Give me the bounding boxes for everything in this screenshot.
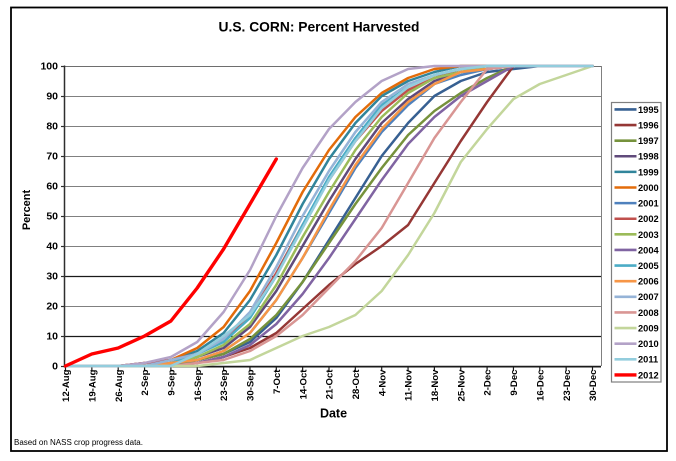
svg-text:1996: 1996 xyxy=(638,120,659,130)
svg-text:30-Dec: 30-Dec xyxy=(588,369,599,401)
svg-text:60: 60 xyxy=(46,181,58,193)
svg-text:U.S. CORN: Percent Harvested: U.S. CORN: Percent Harvested xyxy=(219,20,420,35)
svg-text:28-Oct: 28-Oct xyxy=(351,369,362,400)
svg-text:2006: 2006 xyxy=(638,277,659,287)
svg-text:26-Aug: 26-Aug xyxy=(114,369,125,402)
svg-text:2007: 2007 xyxy=(638,292,659,302)
svg-text:70: 70 xyxy=(46,151,58,163)
svg-text:2003: 2003 xyxy=(638,230,659,240)
svg-text:20: 20 xyxy=(46,301,58,313)
svg-text:2-Sep: 2-Sep xyxy=(140,369,151,395)
svg-text:50: 50 xyxy=(46,211,58,223)
svg-text:2012: 2012 xyxy=(638,370,659,380)
svg-text:18-Nov: 18-Nov xyxy=(430,369,441,402)
svg-text:16-Dec: 16-Dec xyxy=(535,369,546,401)
svg-text:2004: 2004 xyxy=(638,245,660,255)
svg-text:12-Aug: 12-Aug xyxy=(61,369,72,402)
svg-text:100: 100 xyxy=(40,61,58,73)
svg-text:25-Nov: 25-Nov xyxy=(456,369,467,402)
svg-text:80: 80 xyxy=(46,121,58,133)
svg-text:1997: 1997 xyxy=(638,136,659,146)
svg-text:16-Sep: 16-Sep xyxy=(193,369,204,401)
svg-text:40: 40 xyxy=(46,241,58,253)
svg-text:11-Nov: 11-Nov xyxy=(404,369,415,401)
svg-text:2002: 2002 xyxy=(638,214,659,224)
svg-text:2000: 2000 xyxy=(638,183,659,193)
svg-text:1995: 1995 xyxy=(638,105,659,115)
svg-text:9-Sep: 9-Sep xyxy=(167,369,178,395)
svg-text:1999: 1999 xyxy=(638,167,659,177)
svg-text:0: 0 xyxy=(52,361,58,373)
svg-text:1998: 1998 xyxy=(638,152,659,162)
svg-text:2010: 2010 xyxy=(638,339,659,349)
svg-text:Date: Date xyxy=(320,407,347,421)
svg-text:9-Dec: 9-Dec xyxy=(509,369,520,396)
svg-text:2008: 2008 xyxy=(638,308,659,318)
svg-text:2-Dec: 2-Dec xyxy=(483,369,494,396)
svg-text:21-Oct: 21-Oct xyxy=(325,369,336,400)
svg-text:4-Nov: 4-Nov xyxy=(377,369,388,396)
svg-text:10: 10 xyxy=(46,331,58,343)
svg-text:Percent: Percent xyxy=(21,189,33,230)
svg-text:2001: 2001 xyxy=(638,199,659,209)
svg-text:23-Dec: 23-Dec xyxy=(562,369,573,401)
svg-text:30-Sep: 30-Sep xyxy=(246,369,257,401)
svg-text:2009: 2009 xyxy=(638,323,659,333)
svg-text:2011: 2011 xyxy=(638,355,658,365)
svg-text:23-Sep: 23-Sep xyxy=(219,369,230,401)
svg-text:2005: 2005 xyxy=(638,261,659,271)
svg-text:30: 30 xyxy=(46,271,58,283)
svg-text:14-Oct: 14-Oct xyxy=(298,369,309,400)
svg-text:19-Aug: 19-Aug xyxy=(87,369,98,402)
svg-text:7-Oct: 7-Oct xyxy=(272,369,283,394)
svg-text:90: 90 xyxy=(46,91,58,103)
svg-text:Based on NASS crop progress da: Based on NASS crop progress data. xyxy=(14,438,143,447)
